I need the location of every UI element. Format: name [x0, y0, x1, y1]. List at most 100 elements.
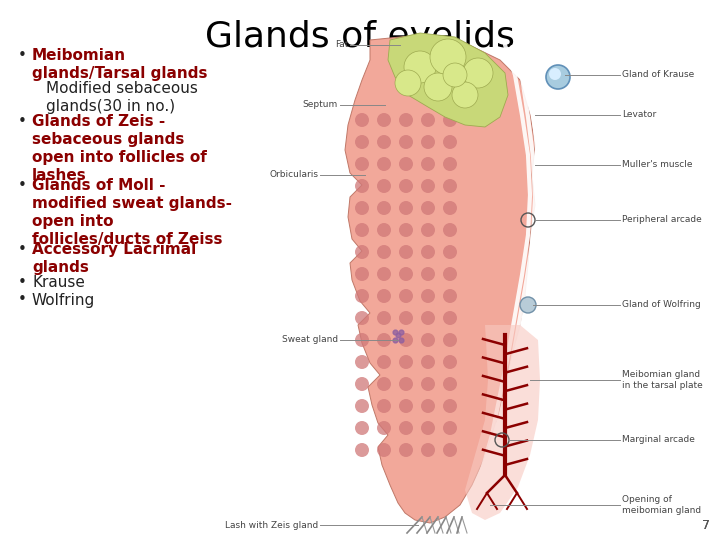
Circle shape: [421, 377, 435, 391]
Circle shape: [520, 297, 536, 313]
Circle shape: [355, 421, 369, 435]
Circle shape: [443, 63, 467, 87]
Circle shape: [443, 333, 457, 347]
Circle shape: [421, 179, 435, 193]
Circle shape: [399, 443, 413, 457]
Text: •: •: [18, 178, 27, 193]
Circle shape: [355, 157, 369, 171]
Text: Opening of
meibomian gland: Opening of meibomian gland: [622, 495, 701, 515]
Circle shape: [377, 267, 391, 281]
Point: [395, 336, 407, 345]
Text: •: •: [18, 48, 27, 63]
Circle shape: [399, 333, 413, 347]
Circle shape: [355, 355, 369, 369]
Circle shape: [377, 421, 391, 435]
Circle shape: [399, 289, 413, 303]
Circle shape: [443, 355, 457, 369]
Circle shape: [399, 135, 413, 149]
Polygon shape: [388, 33, 508, 127]
Circle shape: [399, 223, 413, 237]
Circle shape: [443, 135, 457, 149]
Circle shape: [443, 179, 457, 193]
Circle shape: [355, 267, 369, 281]
Circle shape: [355, 289, 369, 303]
Circle shape: [421, 443, 435, 457]
Circle shape: [424, 73, 452, 101]
Circle shape: [377, 245, 391, 259]
Text: Gland of Wolfring: Gland of Wolfring: [622, 300, 701, 309]
Circle shape: [399, 157, 413, 171]
Polygon shape: [465, 325, 540, 520]
Circle shape: [399, 421, 413, 435]
Circle shape: [377, 223, 391, 237]
Text: •: •: [18, 275, 27, 290]
Text: Accessory Lacrimal
glands: Accessory Lacrimal glands: [32, 242, 197, 275]
Circle shape: [421, 135, 435, 149]
Circle shape: [377, 113, 391, 127]
Circle shape: [377, 311, 391, 325]
Circle shape: [443, 421, 457, 435]
Circle shape: [421, 421, 435, 435]
Circle shape: [377, 333, 391, 347]
Circle shape: [421, 355, 435, 369]
Circle shape: [399, 201, 413, 215]
Circle shape: [463, 58, 493, 88]
Circle shape: [399, 245, 413, 259]
Text: Muller's muscle: Muller's muscle: [622, 160, 693, 170]
Circle shape: [443, 443, 457, 457]
Text: Wolfring: Wolfring: [32, 293, 95, 307]
Text: •: •: [18, 114, 27, 129]
Text: Meibomian
glands/Tarsal glands: Meibomian glands/Tarsal glands: [32, 48, 207, 81]
Text: Septum: Septum: [302, 100, 338, 110]
Circle shape: [355, 333, 369, 347]
Text: Marginal arcade: Marginal arcade: [622, 435, 695, 444]
Circle shape: [421, 399, 435, 413]
Circle shape: [377, 179, 391, 193]
Text: Fat: Fat: [335, 40, 348, 50]
Circle shape: [546, 65, 570, 89]
Text: •: •: [18, 293, 27, 307]
Circle shape: [421, 289, 435, 303]
Text: Modified sebaceous
glands(30 in no.): Modified sebaceous glands(30 in no.): [46, 81, 198, 114]
Text: Levator: Levator: [622, 111, 656, 119]
Circle shape: [399, 399, 413, 413]
Text: Sweat gland: Sweat gland: [282, 335, 338, 345]
Circle shape: [355, 201, 369, 215]
Circle shape: [443, 113, 457, 127]
Text: 7: 7: [702, 519, 710, 532]
Text: Peripheral arcade: Peripheral arcade: [622, 215, 702, 225]
Text: •: •: [18, 242, 27, 257]
Point: [390, 328, 401, 336]
Circle shape: [404, 51, 436, 83]
Circle shape: [443, 377, 457, 391]
Circle shape: [377, 443, 391, 457]
Circle shape: [421, 201, 435, 215]
Circle shape: [355, 135, 369, 149]
Text: Krause: Krause: [32, 275, 85, 290]
Circle shape: [377, 157, 391, 171]
Circle shape: [443, 157, 457, 171]
Circle shape: [399, 267, 413, 281]
Circle shape: [355, 399, 369, 413]
Circle shape: [399, 179, 413, 193]
Circle shape: [421, 223, 435, 237]
Circle shape: [421, 333, 435, 347]
Circle shape: [355, 377, 369, 391]
Circle shape: [377, 289, 391, 303]
Circle shape: [430, 39, 466, 75]
Circle shape: [421, 113, 435, 127]
Circle shape: [399, 113, 413, 127]
Circle shape: [443, 399, 457, 413]
Circle shape: [421, 157, 435, 171]
Circle shape: [355, 245, 369, 259]
Circle shape: [443, 223, 457, 237]
Text: Lash with Zeis gland: Lash with Zeis gland: [225, 521, 318, 530]
Circle shape: [443, 245, 457, 259]
Text: Orbicularis: Orbicularis: [269, 171, 318, 179]
Text: Gland of Krause: Gland of Krause: [622, 71, 694, 79]
Circle shape: [355, 311, 369, 325]
Text: Glands of Zeis -
sebaceous glands
open into follicles of
lashes: Glands of Zeis - sebaceous glands open i…: [32, 114, 207, 183]
Point: [390, 336, 401, 345]
Circle shape: [399, 355, 413, 369]
Circle shape: [421, 245, 435, 259]
